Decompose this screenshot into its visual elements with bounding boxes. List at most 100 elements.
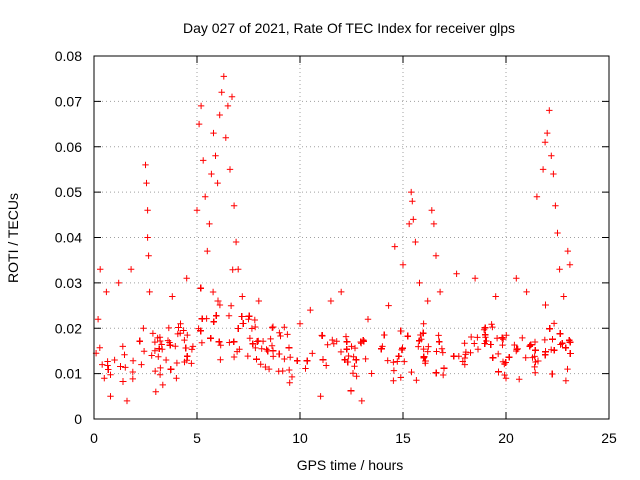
data-point [164, 337, 172, 344]
data-point [136, 337, 143, 345]
data-point [224, 102, 232, 110]
data-point [471, 340, 478, 347]
data-point [541, 336, 548, 344]
data-point [498, 334, 506, 342]
data-point [500, 336, 507, 343]
data-point [550, 320, 558, 327]
data-point [200, 157, 207, 164]
data-point [379, 343, 386, 350]
data-point [215, 338, 223, 345]
data-point [254, 338, 261, 345]
y-tick-label: 0.06 [55, 139, 82, 155]
x-tick-label: 20 [498, 430, 514, 446]
data-point [233, 348, 241, 355]
data-point [143, 179, 150, 187]
data-point [99, 361, 106, 368]
data-point [501, 360, 508, 368]
data-point [546, 107, 553, 114]
data-point [142, 161, 149, 169]
data-point [534, 357, 542, 365]
data-point [284, 331, 291, 338]
y-tick-label: 0.02 [55, 320, 82, 336]
data-point [144, 207, 151, 214]
plot-frame [93, 55, 610, 420]
data-point [270, 353, 277, 360]
data-point [341, 356, 349, 363]
data-point [338, 288, 345, 296]
data-point [235, 266, 242, 273]
data-point [420, 329, 427, 337]
data-point [281, 324, 288, 331]
data-point [129, 368, 136, 376]
data-point [262, 363, 269, 371]
data-point [279, 367, 286, 375]
data-point [468, 333, 475, 341]
data-point [217, 342, 224, 349]
data-point [226, 339, 233, 346]
data-point [151, 338, 159, 346]
data-point [206, 220, 213, 228]
data-point [173, 359, 181, 367]
data-point [253, 356, 260, 363]
data-point [94, 316, 102, 323]
data-point [195, 120, 203, 128]
data-point [180, 327, 187, 334]
data-point [559, 340, 566, 347]
data-point [399, 344, 406, 352]
data-point [462, 351, 469, 358]
data-point [181, 358, 188, 366]
data-point [166, 341, 174, 349]
data-point [397, 327, 405, 335]
x-tick-label: 15 [395, 430, 411, 446]
y-tick-label: 0 [74, 411, 82, 427]
data-point [541, 139, 549, 146]
data-point [408, 188, 415, 196]
data-point [287, 354, 294, 361]
data-point [165, 324, 172, 332]
data-point [410, 216, 417, 223]
y-tick-label: 0.05 [55, 184, 82, 200]
data-point [531, 353, 538, 360]
data-point [519, 334, 526, 342]
data-point [159, 346, 166, 353]
data-point [286, 366, 293, 374]
data-point [111, 356, 118, 364]
data-point [381, 331, 388, 339]
y-tick-label: 0.04 [55, 230, 82, 246]
data-point [96, 344, 103, 351]
data-point [483, 337, 490, 345]
data-point [471, 275, 479, 282]
data-point [564, 365, 571, 373]
data-point [549, 370, 556, 378]
data-point [560, 293, 567, 300]
data-point [204, 247, 211, 255]
data-point [281, 355, 288, 363]
data-point [245, 312, 253, 320]
data-point [162, 356, 170, 364]
data-point [342, 333, 350, 340]
data-point [352, 356, 360, 364]
data-point [146, 288, 153, 296]
data-point [406, 220, 413, 228]
data-point [347, 387, 355, 395]
data-point [495, 350, 502, 358]
data-point [531, 338, 539, 346]
data-point [556, 266, 563, 273]
data-point [420, 345, 427, 353]
y-tick-label: 0.08 [55, 48, 82, 64]
data-point [263, 346, 270, 353]
data-point [539, 166, 547, 173]
data-point [351, 363, 358, 370]
data-point [188, 346, 196, 353]
data-point [307, 306, 314, 314]
data-point [422, 357, 429, 365]
data-point [129, 375, 136, 383]
x-tick-label: 25 [601, 430, 617, 446]
data-point [532, 347, 539, 354]
data-point [345, 352, 352, 360]
data-point [167, 366, 175, 373]
data-point [248, 325, 256, 332]
data-point [213, 312, 220, 319]
data-point [198, 339, 206, 346]
data-point [181, 336, 188, 344]
